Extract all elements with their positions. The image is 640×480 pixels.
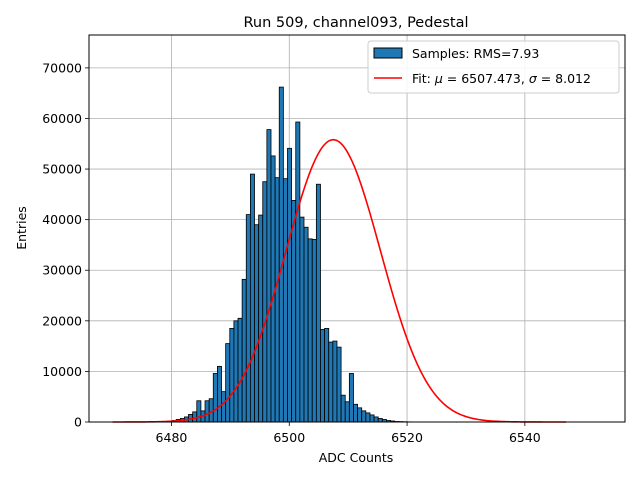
histogram-bar [357, 407, 363, 423]
histogram-bar [332, 340, 338, 423]
histogram-bar [254, 224, 260, 423]
y-tick-label: 60000 [42, 111, 82, 126]
histogram-bar [373, 416, 379, 423]
histogram-bar [340, 394, 346, 423]
histogram-bar [212, 373, 218, 423]
histogram-bar [311, 238, 317, 423]
histogram-bar [233, 320, 239, 423]
histogram-bar [282, 178, 288, 423]
histogram-bar [336, 346, 342, 423]
histogram-bar [291, 200, 297, 423]
histogram-bar [324, 328, 330, 423]
histogram-bar [295, 121, 301, 423]
legend: Samples: RMS=7.93 Fit: μ = 6507.473, σ =… [367, 40, 620, 94]
histogram-bar [258, 214, 264, 423]
histogram-bar [217, 365, 222, 423]
histogram-bar [266, 129, 272, 423]
x-tick-label: 6540 [509, 430, 541, 445]
legend-fit-suffix: = 8.012 [537, 71, 591, 86]
y-tick-label: 50000 [42, 162, 82, 177]
x-tick-label: 6520 [391, 430, 423, 445]
chart-title: Run 509, channel093, Pedestal [243, 15, 468, 31]
x-tick-label: 6500 [273, 430, 305, 445]
histogram-bar [315, 183, 321, 423]
x-axis-label: ADC Counts [319, 450, 394, 465]
legend-samples-label: Samples: RMS=7.93 [412, 46, 539, 61]
plot-frame [88, 34, 626, 423]
histogram-bar [262, 181, 268, 423]
histogram-bar [192, 411, 198, 423]
histogram-bar [348, 373, 354, 423]
legend-samples-swatch [373, 47, 403, 59]
histogram-bar [287, 147, 293, 423]
y-tick-label: 30000 [42, 263, 82, 278]
histogram-bar [274, 177, 280, 423]
y-tick-label: 70000 [42, 60, 82, 75]
y-tick-label: 10000 [42, 364, 82, 379]
legend-fit-mid: = 6507.473, [443, 71, 529, 86]
axis-ticks: 6480 6500 6520 6540 0 10000 20000 30000 40000 500… [42, 60, 541, 445]
y-axis-label: Entries [14, 206, 29, 250]
histogram-bar [249, 173, 255, 423]
histogram-bar [245, 214, 251, 423]
histogram-bar [299, 216, 305, 423]
histogram-bar [241, 278, 247, 423]
histogram-bar [377, 418, 383, 423]
histogram-bar [270, 155, 276, 423]
histogram-bar [361, 410, 367, 423]
legend-mu-symbol: μ [434, 71, 443, 86]
histogram-bar [353, 403, 358, 423]
y-tick-label: 0 [74, 415, 82, 430]
x-tick-label: 6480 [156, 430, 188, 445]
legend-box [367, 40, 620, 94]
histogram-bar [278, 86, 284, 423]
histogram-bar [237, 317, 243, 423]
histogram-bar [344, 401, 350, 423]
histogram-bar [328, 341, 334, 423]
histogram-bar [229, 328, 235, 423]
y-tick-label: 40000 [42, 212, 82, 227]
histogram-bar [307, 238, 313, 423]
legend-fit-prefix: Fit: [412, 71, 435, 86]
histogram-bar [225, 343, 231, 423]
histogram-bar [365, 412, 371, 423]
histogram-bar [196, 400, 202, 423]
histogram-bar [221, 391, 227, 423]
histogram-bars [159, 86, 412, 423]
histogram-bar [320, 329, 326, 423]
histogram-bar [204, 400, 210, 423]
histogram-bar [369, 414, 375, 423]
fit-curve [112, 138, 567, 423]
y-tick-label: 20000 [42, 313, 82, 328]
legend-sigma-symbol: σ [529, 71, 538, 86]
histogram-bar [303, 226, 309, 423]
legend-fit-label: Fit: μ = 6507.473, σ = 8.012 [412, 71, 591, 86]
